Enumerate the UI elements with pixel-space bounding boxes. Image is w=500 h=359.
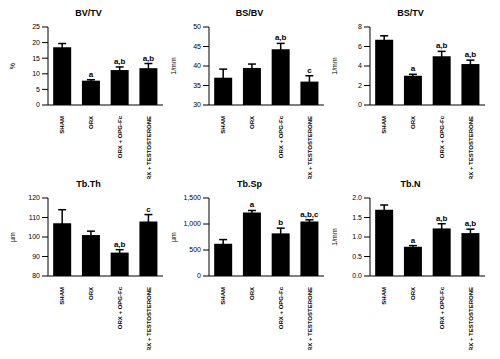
svg-text:a,b: a,b [436, 214, 448, 223]
svg-text:80: 80 [32, 272, 40, 279]
svg-text:µm: µm [170, 232, 178, 242]
svg-text:ORX + TESTOSTERONE: ORX + TESTOSTERONE [146, 287, 152, 350]
svg-text:ORX: ORX [88, 116, 94, 129]
svg-text:%: % [9, 63, 16, 69]
svg-text:a,b: a,b [114, 57, 126, 66]
svg-text:30: 30 [193, 101, 201, 108]
svg-text:50: 50 [193, 23, 201, 30]
html-text:BV/TV: BV/TV [75, 8, 102, 18]
svg-text:SHAM: SHAM [381, 287, 387, 305]
svg-text:ORX: ORX [410, 287, 416, 300]
svg-text:SHAM: SHAM [220, 116, 226, 134]
svg-text:25: 25 [32, 23, 40, 30]
svg-text:SHAM: SHAM [59, 287, 65, 305]
svg-text:a: a [250, 200, 255, 209]
svg-text:a,b: a,b [436, 41, 448, 50]
svg-text:120: 120 [28, 194, 40, 201]
svg-text:8: 8 [358, 23, 362, 30]
svg-text:b: b [278, 218, 283, 227]
svg-text:ORX + OPG-Fc: ORX + OPG-Fc [278, 286, 284, 329]
svg-text:ORX + OPG-Fc: ORX + OPG-Fc [439, 286, 445, 329]
svg-text:ORX: ORX [249, 287, 255, 300]
svg-text:1/mm: 1/mm [170, 57, 177, 75]
svg-text:20: 20 [32, 39, 40, 46]
svg-text:1,000: 1,000 [183, 220, 201, 227]
svg-text:ORX: ORX [410, 116, 416, 129]
svg-text:a,b: a,b [465, 219, 477, 228]
svg-text:0: 0 [358, 101, 362, 108]
svg-text:90: 90 [32, 253, 40, 260]
html-text:Tb.Th: Tb.Th [76, 179, 101, 189]
svg-text:µm: µm [9, 232, 17, 242]
svg-text:1,500: 1,500 [183, 194, 201, 201]
svg-text:10: 10 [32, 70, 40, 77]
svg-text:35: 35 [193, 82, 201, 89]
svg-text:2: 2 [358, 82, 362, 89]
svg-text:1.0: 1.0 [352, 233, 362, 240]
svg-text:ORX + OPG-Fc: ORX + OPG-Fc [117, 115, 123, 158]
svg-text:500: 500 [189, 246, 201, 253]
svg-text:110: 110 [29, 214, 40, 221]
html-text:BS/BV: BS/BV [235, 8, 264, 18]
svg-text:1.5: 1.5 [352, 214, 362, 221]
svg-text:SHAM: SHAM [381, 116, 387, 134]
html-text:Tb.N: Tb.N [400, 179, 421, 189]
html-text:BS/TV: BS/TV [397, 8, 424, 18]
svg-text:0: 0 [36, 101, 40, 108]
svg-text:ORX: ORX [249, 116, 255, 129]
svg-text:a: a [411, 64, 416, 73]
svg-text:15: 15 [32, 55, 40, 62]
svg-text:a,b: a,b [275, 33, 287, 42]
svg-text:4: 4 [358, 62, 362, 69]
svg-text:ORX + TESTOSTERONE: ORX + TESTOSTERONE [468, 116, 474, 179]
svg-text:0.5: 0.5 [352, 253, 362, 260]
svg-text:ORX + OPG-Fc: ORX + OPG-Fc [117, 286, 123, 329]
svg-text:c: c [307, 66, 312, 75]
svg-text:45: 45 [193, 43, 201, 50]
svg-text:ORX: ORX [88, 287, 94, 300]
svg-text:a,b: a,b [465, 50, 477, 59]
svg-text:0: 0 [197, 272, 201, 279]
svg-text:SHAM: SHAM [59, 116, 65, 134]
svg-text:5: 5 [36, 86, 40, 93]
svg-text:1/mm: 1/mm [331, 57, 338, 75]
svg-text:ORX + OPG-Fc: ORX + OPG-Fc [439, 115, 445, 158]
svg-text:a: a [89, 70, 94, 79]
svg-text:a,b,c: a,b,c [300, 210, 319, 219]
svg-text:SHAM: SHAM [220, 287, 226, 305]
svg-text:1/mm: 1/mm [331, 228, 338, 246]
svg-text:6: 6 [358, 43, 362, 50]
svg-text:ORX + TESTOSTERONE: ORX + TESTOSTERONE [307, 287, 313, 350]
svg-text:ORX + TESTOSTERONE: ORX + TESTOSTERONE [468, 287, 474, 350]
html-text:Tb.Sp: Tb.Sp [237, 179, 262, 189]
svg-text:a,b: a,b [143, 54, 155, 63]
svg-text:a,b: a,b [114, 240, 126, 249]
svg-text:ORX + TESTOSTERONE: ORX + TESTOSTERONE [307, 116, 313, 179]
svg-text:40: 40 [193, 62, 201, 69]
svg-text:a: a [411, 236, 416, 245]
svg-text:0.0: 0.0 [352, 272, 362, 279]
svg-text:ORX + OPG-Fc: ORX + OPG-Fc [278, 115, 284, 158]
svg-text:ORX + TESTOSTERONE: ORX + TESTOSTERONE [146, 116, 152, 179]
svg-text:100: 100 [28, 233, 40, 240]
svg-text:c: c [146, 205, 151, 214]
svg-text:2.0: 2.0 [352, 194, 362, 201]
